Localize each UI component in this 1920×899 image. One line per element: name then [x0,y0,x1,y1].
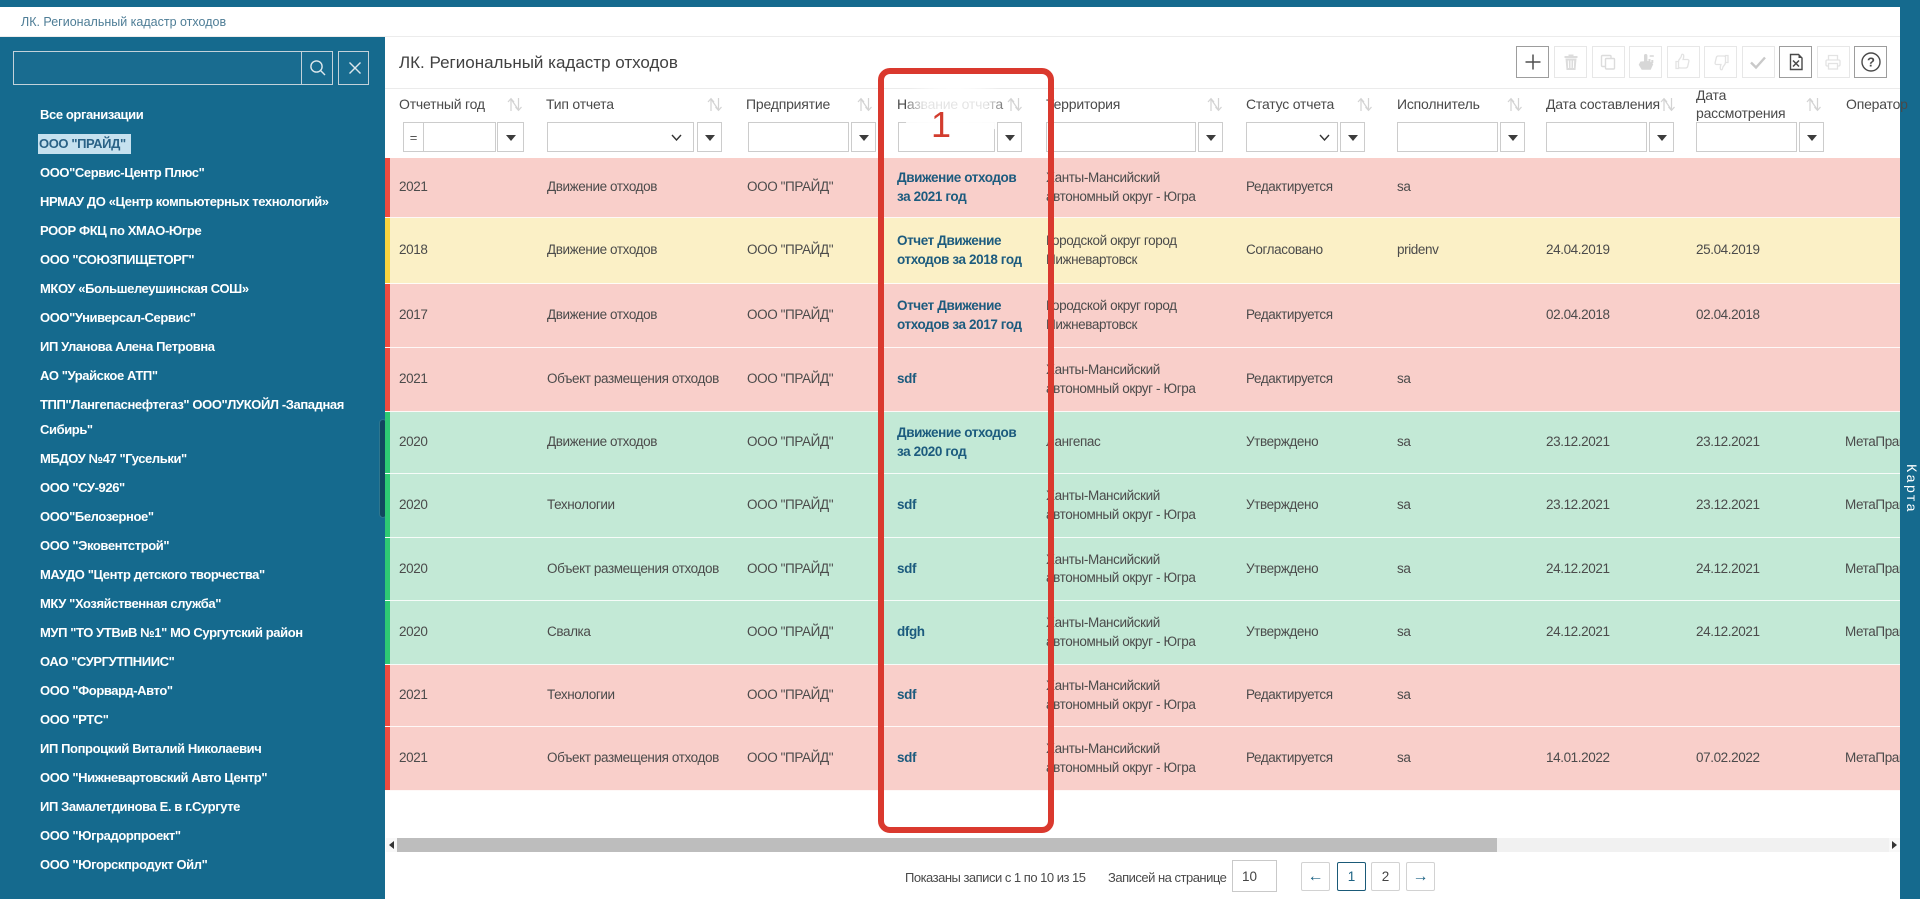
svg-text:?: ? [1867,55,1875,70]
